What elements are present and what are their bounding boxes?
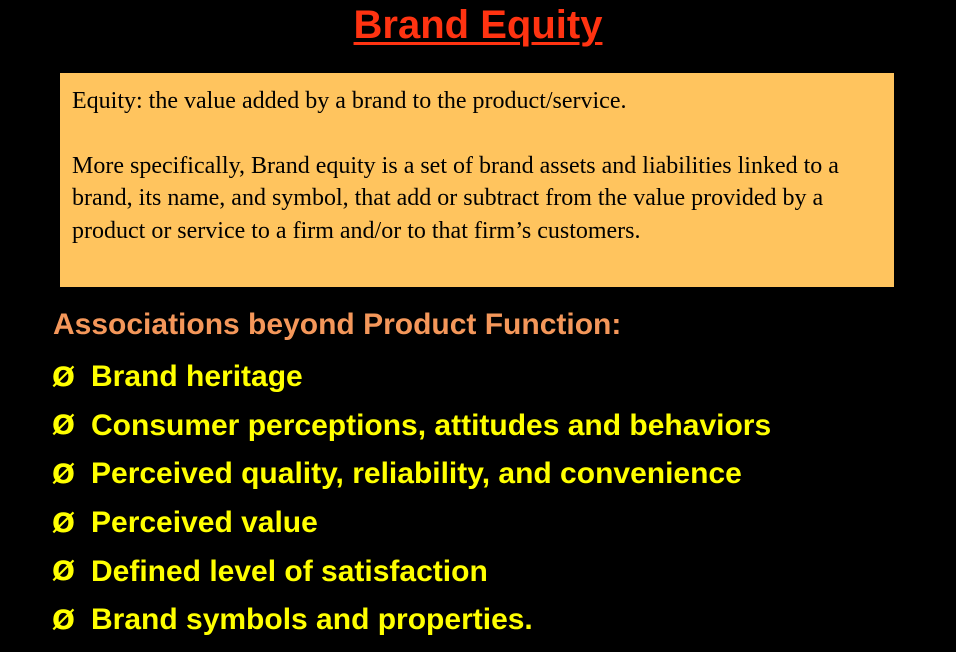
list-item-label: Brand symbols and properties. (91, 603, 533, 637)
list-item-label: Perceived value (91, 506, 318, 540)
list-item: Ø Brand symbols and properties. (52, 596, 771, 645)
associations-heading: Associations beyond Product Function: (53, 308, 622, 341)
definition-equity: Equity: the value added by a brand to th… (72, 88, 627, 114)
slide-title: Brand Equity (353, 3, 603, 47)
arrow-bullet-icon: Ø (52, 604, 75, 636)
arrow-bullet-icon: Ø (52, 458, 75, 490)
list-item-label: Defined level of satisfaction (91, 554, 488, 588)
arrow-bullet-icon: Ø (52, 507, 75, 539)
arrow-bullet-icon: Ø (52, 410, 75, 442)
arrow-bullet-icon: Ø (52, 556, 75, 588)
list-item-label: Perceived quality, reliability, and conv… (91, 457, 742, 491)
list-item-label: Consumer perceptions, attitudes and beha… (91, 408, 772, 442)
list-item: Ø Perceived quality, reliability, and co… (52, 450, 771, 499)
list-item: Ø Brand heritage (52, 353, 771, 402)
list-item: Ø Perceived value (52, 499, 771, 548)
definition-spacer (72, 118, 884, 150)
definition-box: Equity: the value added by a brand to th… (60, 73, 894, 287)
list-item: Ø Defined level of satisfaction (52, 547, 771, 596)
arrow-bullet-icon: Ø (52, 361, 75, 393)
list-item: Ø Consumer perceptions, attitudes and be… (52, 402, 771, 451)
associations-list: Ø Brand heritage Ø Consumer perceptions,… (52, 353, 771, 645)
definition-specific: More specifically, Brand equity is a set… (72, 152, 839, 244)
list-item-label: Brand heritage (91, 360, 303, 394)
